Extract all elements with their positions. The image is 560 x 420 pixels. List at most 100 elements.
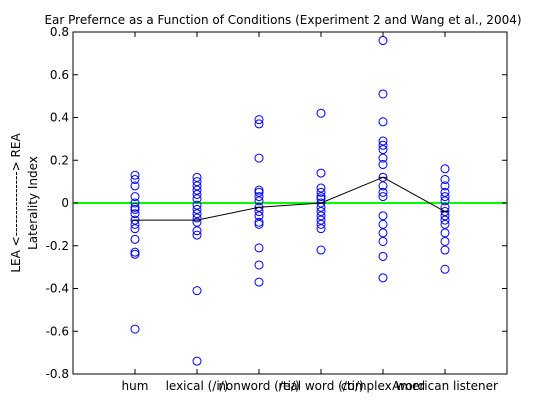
y-tick-label: -0.6: [46, 324, 69, 338]
data-point: [254, 187, 264, 197]
chart-title: Ear Prefernce as a Function of Condition…: [44, 13, 521, 27]
x-tick-label: nonword (/ti/): [218, 379, 299, 393]
data-point: [192, 194, 202, 204]
data-point: [130, 204, 140, 214]
data-point: [130, 192, 140, 202]
data-point: [316, 224, 326, 234]
data-point: [440, 236, 450, 246]
data-point: [130, 202, 140, 212]
data-point: [254, 153, 264, 163]
data-point: [378, 187, 388, 197]
data-point: [316, 207, 326, 217]
y-axis-label-outer: LEA <---------------> REA: [9, 133, 23, 273]
data-point: [440, 187, 450, 197]
y-tick-label: 0.2: [50, 153, 69, 167]
data-point: [192, 286, 202, 296]
y-tick-label: -0.4: [46, 282, 69, 296]
data-point: [130, 170, 140, 180]
x-tick-label: American listener: [392, 379, 498, 393]
data-point: [130, 209, 140, 219]
data-point: [316, 183, 326, 193]
data-point: [316, 211, 326, 221]
data-point: [378, 251, 388, 261]
data-point: [440, 196, 450, 206]
data-point: [440, 264, 450, 274]
data-point: [130, 324, 140, 334]
data-point: [378, 192, 388, 202]
data-point: [254, 196, 264, 206]
data-point: [130, 247, 140, 257]
data-point: [440, 245, 450, 255]
data-point: [130, 174, 140, 184]
y-tick-label: 0.6: [50, 68, 69, 82]
y-ticks-layer: 0.8 0.6 0.4 0.2 0 -0.2 -0.4 -0.6 -0.8: [46, 25, 507, 381]
data-point: [378, 145, 388, 155]
data-point: [192, 213, 202, 223]
data-point: [316, 168, 326, 178]
data-point: [254, 119, 264, 129]
data-point: [378, 89, 388, 99]
y-tick-label: 0.4: [50, 111, 69, 125]
data-point: [254, 243, 264, 253]
x-tick-label: hum: [122, 379, 149, 393]
data-point: [192, 230, 202, 240]
data-point: [440, 164, 450, 174]
data-point: [378, 181, 388, 191]
data-point: [192, 209, 202, 219]
data-point: [378, 140, 388, 150]
data-point: [254, 277, 264, 287]
mean-line: [135, 176, 446, 221]
data-point: [192, 177, 202, 187]
y-axis-label-inner: Laterality Index: [26, 156, 40, 250]
data-point: [378, 236, 388, 246]
data-point: [254, 192, 264, 202]
data-point: [130, 234, 140, 244]
data-point: [378, 136, 388, 146]
data-point: [254, 219, 264, 229]
data-point: [440, 215, 450, 225]
data-point: [254, 185, 264, 195]
data-point: [192, 172, 202, 182]
data-point: [378, 273, 388, 283]
x-ticks-layer: hum lexical (/i/)nonword (/ti/)real word …: [122, 32, 498, 393]
data-point: [378, 117, 388, 127]
data-point: [378, 211, 388, 221]
mean-line-layer: [131, 176, 449, 221]
data-point: [192, 356, 202, 366]
data-point: [130, 198, 140, 208]
x-tick-label: complex word: [341, 379, 425, 393]
data-point: [378, 219, 388, 229]
data-point: [378, 153, 388, 163]
x-tick-label: real word (/ti/): [278, 379, 363, 393]
x-tick-label: lexical (/i/): [166, 379, 229, 393]
data-point: [192, 226, 202, 236]
data-point: [378, 228, 388, 238]
data-point: [378, 160, 388, 170]
data-point: [192, 217, 202, 227]
data-point: [192, 185, 202, 195]
data-point: [254, 115, 264, 125]
data-point: [130, 181, 140, 191]
data-point: [440, 174, 450, 184]
data-point: [440, 228, 450, 238]
data-point: [316, 187, 326, 197]
data-point: [254, 211, 264, 221]
data-point: [254, 217, 264, 227]
y-tick-label: -0.8: [46, 367, 69, 381]
y-tick-label: 0.8: [50, 25, 69, 39]
data-point: [192, 189, 202, 199]
data-point: [192, 181, 202, 191]
data-point: [440, 219, 450, 229]
data-point: [192, 204, 202, 214]
data-point: [440, 181, 450, 191]
data-point: [316, 108, 326, 118]
y-tick-label: -0.2: [46, 239, 69, 253]
data-point: [316, 215, 326, 225]
data-point: [440, 192, 450, 202]
data-point: [254, 260, 264, 270]
data-point: [130, 249, 140, 259]
y-tick-label: 0: [61, 196, 69, 210]
data-point: [192, 200, 202, 210]
